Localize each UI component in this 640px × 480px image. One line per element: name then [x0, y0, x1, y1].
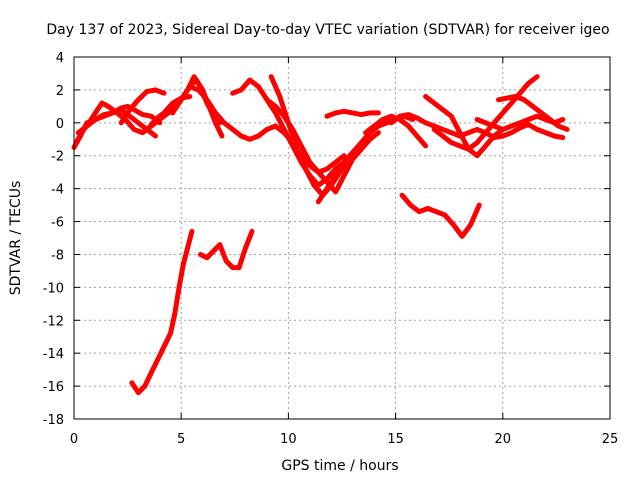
- x-tick-label: 25: [602, 432, 619, 447]
- y-tick-label: 0: [56, 117, 64, 132]
- y-tick-label: -6: [51, 216, 64, 231]
- series-line-arc-14: [388, 112, 566, 141]
- x-tick-label: 20: [495, 432, 512, 447]
- x-tick-label: 5: [177, 432, 185, 447]
- series-line-arc-4: [118, 87, 167, 126]
- y-tick-label: -2: [51, 150, 64, 165]
- y-tick-label: -4: [51, 183, 64, 198]
- y-tick-label: -18: [43, 413, 64, 428]
- series-line-arc-21: [198, 228, 255, 271]
- y-tick-label: -10: [43, 281, 64, 296]
- series-line-arc-18: [496, 94, 570, 132]
- series-line-arc-19: [399, 192, 482, 239]
- series-line-arc-16: [431, 74, 540, 152]
- x-tick-label: 10: [280, 432, 297, 447]
- x-tick-label: 0: [70, 432, 78, 447]
- y-tick-label: 4: [56, 51, 64, 66]
- series-line-arc-6: [170, 77, 225, 139]
- series-line-arc-12: [324, 108, 381, 119]
- series-line-arc-3: [75, 107, 158, 139]
- y-tick-label: -14: [43, 347, 64, 362]
- y-tick-label: -16: [43, 380, 64, 395]
- plot-frame: [73, 56, 611, 420]
- y-tick-label: -12: [43, 314, 64, 329]
- y-tick-label: 2: [56, 84, 64, 99]
- y-tick-label: -8: [51, 248, 64, 263]
- series-line-arc-10: [264, 97, 381, 195]
- series-line-arc-20: [129, 228, 195, 396]
- series-line-arc-15: [423, 94, 506, 159]
- data-series-group: [71, 74, 570, 396]
- y-axis-label: SDTVAR / TECUs: [8, 181, 24, 296]
- series-line-arc-2: [73, 94, 193, 146]
- x-axis-label: GPS time / hours: [281, 458, 398, 474]
- chart-title: Day 137 of 2023, Sidereal Day-to-day VTE…: [46, 22, 609, 38]
- x-tick-label: 15: [387, 432, 404, 447]
- axis-ticks: 0 5 10 15 20 25 -18 -16 -14 -12 -10 -8 -6 -4 -2 0 2 4: [43, 51, 619, 447]
